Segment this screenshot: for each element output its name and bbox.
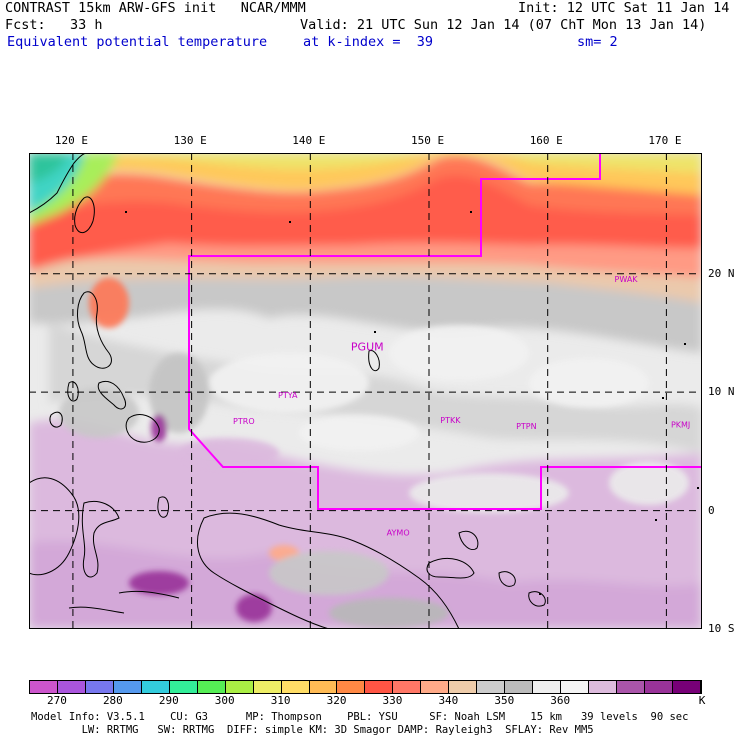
colorbar-segment [421, 681, 450, 693]
colorbar-segment [337, 681, 366, 693]
colorbar-segment [449, 681, 478, 693]
colorbar-tick-label: 320 [326, 694, 347, 707]
colorbar-segment [57, 681, 86, 693]
colorbar-tick-label: 310 [270, 694, 291, 707]
longitude-label: 160 E [529, 134, 563, 147]
colorbar-segment [253, 681, 282, 693]
valid-time: Valid: 21 UTC Sun 12 Jan 14 (07 ChT Mon … [300, 17, 707, 33]
colorbar-segment [505, 681, 534, 693]
latitude-label: 0 [708, 503, 715, 517]
colorbar-segment [533, 681, 562, 693]
colorbar-segment [169, 681, 198, 693]
station-label: PGUM [351, 341, 384, 354]
colorbar-segment [30, 681, 58, 693]
station-markers: PGUM PWAK PTYA PTRO PTKK PTPN PKMJ AYMO [233, 275, 690, 537]
latitude-label: 20 N [708, 266, 735, 280]
theta-e-field: PGUM PWAK PTYA PTRO PTKK PTPN PKMJ AYMO [29, 153, 702, 629]
station-label: PKMJ [671, 421, 690, 430]
colorbar-tick-label: 290 [158, 694, 179, 707]
colorbar-segment [281, 681, 310, 693]
model-title: CONTRAST 15km ARW-GFS init NCAR/MMM [5, 0, 306, 16]
longitude-label: 170 E [648, 134, 682, 147]
colorbar-unit: K [698, 694, 706, 707]
model-info-line2: LW: RRTMG SW: RRTMG DIFF: simple KM: 3D … [31, 724, 594, 736]
forecast-hour: Fcst: 33 h [5, 17, 103, 33]
colorbar-tick-label: 330 [382, 694, 403, 707]
colorbar-segment [477, 681, 506, 693]
colorbar-tick-label: 340 [438, 694, 459, 707]
colorbar-segment [561, 681, 590, 693]
colorbar-segment [85, 681, 114, 693]
lat-lon-grid [29, 153, 702, 629]
coastlines [29, 153, 546, 629]
colorbar-segment [672, 681, 701, 693]
station-label: PTYA [278, 391, 298, 400]
station-label: PTKK [440, 416, 461, 425]
smoothing-label: sm= 2 [577, 34, 618, 50]
domain-boundary [188, 153, 702, 510]
colorbar-segment [141, 681, 170, 693]
colorbar-tick-label: 280 [102, 694, 123, 707]
colorbar-tick-label: 350 [494, 694, 515, 707]
colorbar-segment [197, 681, 226, 693]
station-label: PTPN [516, 422, 537, 431]
init-time: Init: 12 UTC Sat 11 Jan 14 [518, 0, 730, 16]
colorbar-tick-label: 360 [550, 694, 571, 707]
colorbar-segment [393, 681, 422, 693]
colorbar-segment [589, 681, 618, 693]
longitude-label: 120 E [54, 134, 89, 147]
station-label: AYMO [387, 528, 410, 537]
colorbar-tick-label: 300 [214, 694, 235, 707]
field-name: Equivalent potential temperature [7, 34, 268, 50]
longitude-label: 150 E [411, 134, 445, 147]
colorbar-segment [617, 681, 645, 693]
colorbar-segment [113, 681, 142, 693]
colorbar-segment [644, 681, 673, 693]
longitude-label: 140 E [292, 134, 326, 147]
map-frame [29, 153, 702, 629]
station-label: PWAK [615, 275, 639, 284]
station-label: PTRO [233, 417, 255, 426]
longitude-label: 130 E [173, 134, 207, 147]
latitude-label: 10 S [708, 622, 735, 635]
model-info-line1: Model Info: V3.5.1 CU: G3 MP: Thompson P… [31, 711, 689, 723]
latitude-label: 10 N [708, 385, 735, 399]
colorbar-segment [365, 681, 394, 693]
colorbar-tick-label: 270 [47, 694, 67, 707]
map-panel: PGUM PWAK PTYA PTRO PTKK PTPN PKMJ AYMO [29, 153, 702, 629]
level-label: at k-index = 39 [303, 34, 434, 50]
colorbar-segment [225, 681, 254, 693]
colorbar [29, 680, 702, 694]
colorbar-segment [309, 681, 338, 693]
